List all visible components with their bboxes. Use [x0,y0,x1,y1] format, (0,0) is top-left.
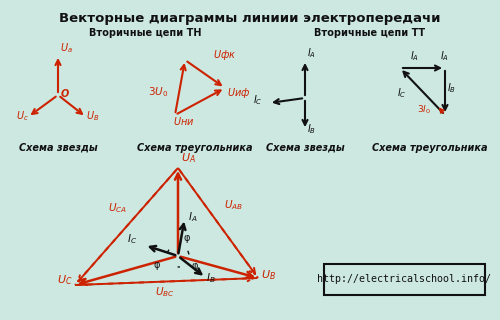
Text: $3U_0$: $3U_0$ [148,85,169,99]
Text: $U_c$: $U_c$ [16,109,29,123]
Text: $I_C$: $I_C$ [253,93,262,107]
Text: $U_{BC}$: $U_{BC}$ [155,285,174,299]
Text: $U_{AB}$: $U_{AB}$ [224,198,243,212]
Text: http://electricalschool.info/: http://electricalschool.info/ [317,274,491,284]
Text: $I_A$: $I_A$ [307,46,316,60]
Text: $Uфк$: $Uфк$ [213,48,236,62]
Text: $I_A$: $I_A$ [440,49,449,63]
Text: $Uиф$: $Uиф$ [227,86,250,100]
Text: φ: φ [183,233,190,243]
Text: $U_B$: $U_B$ [261,268,276,282]
FancyBboxPatch shape [324,263,484,294]
Text: $I_A$: $I_A$ [188,211,197,224]
Text: φ: φ [191,261,198,271]
Text: $I_B$: $I_B$ [447,81,456,95]
Text: Схема треугольника: Схема треугольника [137,143,253,153]
Text: $U_B$: $U_B$ [86,109,100,123]
Text: $I_C$: $I_C$ [397,86,406,100]
Text: O: O [61,89,69,99]
Text: Схема треугольника: Схема треугольника [372,143,488,153]
Text: φ: φ [154,260,160,270]
Text: Векторные диаграммы линиии электропередачи: Векторные диаграммы линиии электропереда… [60,12,441,25]
Text: $I_B$: $I_B$ [206,272,215,285]
Text: $I_C$: $I_C$ [126,232,137,246]
Text: $U_a$: $U_a$ [60,41,73,55]
Text: Вторичные цепи ТТ: Вторичные цепи ТТ [314,28,426,38]
Text: Схема звезды: Схема звезды [266,143,344,153]
Text: $U_{CA}$: $U_{CA}$ [108,201,127,215]
Text: $U_C$: $U_C$ [57,273,72,287]
Text: $U_A$: $U_A$ [181,151,196,165]
Text: $3I_0$: $3I_0$ [417,104,431,116]
Text: Вторичные цепи ТН: Вторичные цепи ТН [89,28,201,38]
Text: $I_A$: $I_A$ [410,49,419,63]
Text: $Uни$: $Uни$ [173,115,195,127]
Text: $I_B$: $I_B$ [307,122,316,136]
Text: Схема звезды: Схема звезды [18,143,98,153]
